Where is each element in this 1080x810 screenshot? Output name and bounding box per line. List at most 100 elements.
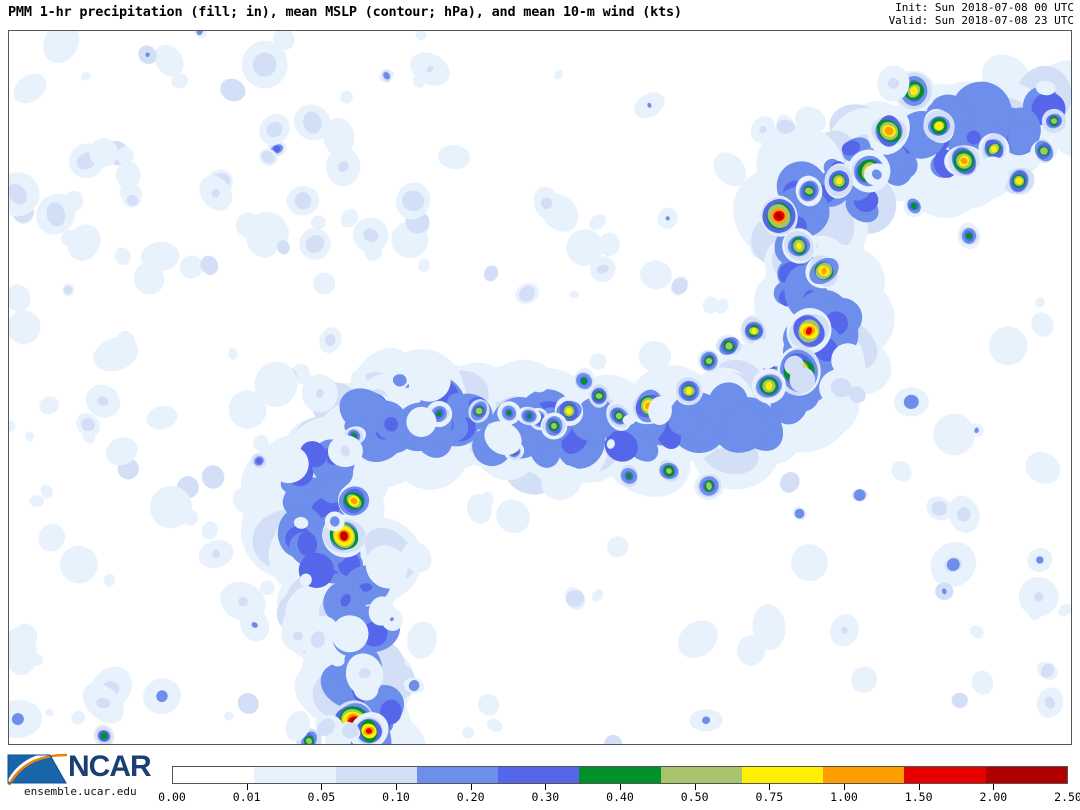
precip-cell [415,31,427,41]
colorbar-tick-label: 2.00 [979,790,1008,804]
precip-cell [484,421,522,456]
precip-cell [384,417,399,432]
colorbar-ticks [172,784,1068,792]
precip-cell [437,144,471,170]
precip-cell [297,531,318,557]
precip-cell [805,327,813,335]
precip-cell [776,119,795,134]
precip-cell [103,573,116,587]
precip-cell [350,497,358,505]
colorbar-tick [470,784,472,790]
precip-cell [340,90,353,104]
precip-cell [615,412,623,420]
map-panel[interactable] [8,30,1072,745]
precip-cell [596,264,609,274]
precip-cell [402,190,425,212]
precip-cell [45,708,54,717]
precip-cell [273,31,295,50]
colorbar-tick-label: 0.40 [606,790,634,804]
precip-cell [705,357,713,365]
precip-cell [821,267,827,275]
precip-cell [196,31,204,36]
precip-cell [622,414,636,426]
precip-cell [179,255,203,279]
colorbar-tick [918,784,920,790]
precip-cell [273,145,281,153]
precip-cell [389,617,394,622]
precip-cell [841,626,848,634]
precip-cell [751,328,757,334]
precip-cell [749,339,779,369]
precip-cell [484,265,499,282]
precip-cell [426,65,434,73]
precip-cell [228,390,267,429]
precip-cell [365,728,373,734]
precip-cell [149,486,193,529]
ncar-logo-mark [7,752,68,786]
precip-cell [303,111,322,134]
precip-cell [13,73,47,104]
colorbar-tick [769,784,771,790]
precip-cell [591,588,604,602]
precip-cell [851,666,877,693]
precip-cell [941,588,947,595]
colorbar-tick-label: 1.50 [904,790,933,804]
header: PMM 1-hr precipitation (fill; in), mean … [0,0,1080,30]
precip-cell [1007,121,1038,154]
precip-cell [668,407,699,436]
precip-cell [358,583,373,592]
precip-cell [325,333,336,347]
precip-cell [408,360,451,402]
precip-cell [261,151,275,164]
precip-cell [313,272,336,295]
precip-cell [1031,312,1054,337]
precip-cell [606,439,615,449]
precip-cell [253,434,269,452]
precip-cell [706,482,712,490]
precip-cell [323,118,355,156]
precip-cell [315,388,324,398]
precip-cell [9,310,41,345]
precip-cell [737,634,766,666]
precip-cell [796,242,802,250]
precip-cell [145,52,150,57]
colorbar-tick [694,784,696,790]
colorbar-segment-0 [173,767,255,783]
colorbar-tick-labels: 0.00 0.01 0.05 0.10 0.20 0.30 0.40 0.50 0.75 1.00… [0,790,1080,806]
precip-cell [871,169,882,180]
colorbar-tick [396,784,397,790]
ensemble-url: ensemble.ucar.edu [24,785,137,798]
precip-cell [311,631,325,648]
colorbar-segment-3 [416,767,499,783]
precip-cell [39,396,60,415]
precip-cell [466,494,492,524]
precip-cell [340,208,359,228]
precip-cell [775,212,783,220]
precip-cell [277,240,290,255]
precip-cell [285,710,311,742]
precip-cell [9,284,31,313]
colorbar-tick-label: 0.50 [680,790,709,804]
init-time: Init: Sun 2018-07-08 00 UTC [895,1,1074,14]
precip-cell [105,437,138,466]
precip-cell [67,224,101,261]
colorbar-tick [844,784,845,790]
ncar-logo[interactable]: NCAR ensemble.ucar.edu [6,750,172,802]
precip-cell [559,467,581,489]
precip-cell [604,734,623,744]
precip-cell [259,580,275,596]
colorbar-segment-1 [254,767,336,783]
time-stamps: Init: Sun 2018-07-08 00 UTC Valid: Sun 2… [889,1,1074,27]
precip-cell [931,501,948,516]
colorbar-segment-7 [741,767,824,783]
precip-cell [93,336,139,372]
colorbar-segment-8 [823,767,905,783]
precip-cell [554,69,564,80]
precipitation-colorbar[interactable] [172,766,1068,784]
precip-cell [40,484,53,499]
page-title: PMM 1-hr precipitation (fill; in), mean … [8,4,682,20]
precip-cell [114,247,131,266]
precip-cell [342,722,360,739]
precip-cell [702,296,718,314]
precip-cell [224,711,234,721]
